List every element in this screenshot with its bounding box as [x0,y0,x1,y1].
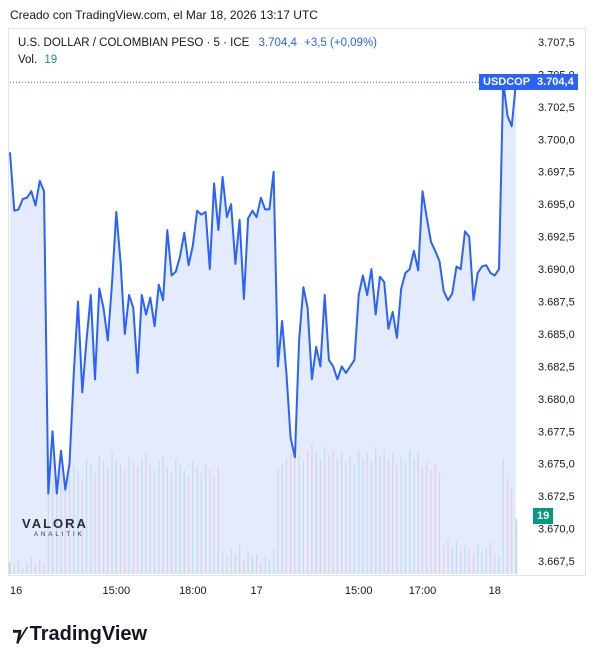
tradingview-logo-text: TradingView [29,623,148,645]
y-tick-label: 3.690,0 [538,264,575,276]
chart-frame [8,28,586,576]
y-tick-label: 3.695,0 [538,199,575,211]
price-change: +3,5 (+0,09%) [304,37,378,49]
y-tick-label: 3.702,5 [538,102,575,114]
price-line [9,79,517,495]
x-tick-label: 17:00 [409,585,437,597]
y-tick-label: 3.685,0 [538,329,575,341]
tradingview-logo-icon: ⁊⁄ [12,624,25,646]
x-tick-label: 16 [10,585,22,597]
volume-label: Vol. [18,54,38,66]
symbol-name[interactable]: U.S. DOLLAR / COLOMBIAN PESO · 5 · ICE [18,37,250,49]
y-tick-label: 3.682,5 [538,361,575,373]
chart-header: Creado con TradingView.com, el Mar 18, 2… [10,8,318,22]
last-price: 3.704,4 [258,37,297,49]
y-tick-label: 3.675,0 [538,459,575,471]
volume-tag: 19 [533,508,554,524]
volume-value: 19 [44,54,58,66]
y-tick-label: 3.672,5 [538,491,575,503]
y-tick-label: 3.670,0 [538,524,575,536]
y-tick-label: 3.697,5 [538,167,575,179]
y-tick-label: 3.692,5 [538,232,575,244]
x-tick-label: 15:00 [345,585,373,597]
valora-watermark: VALORA [22,516,88,531]
symbol-price-tag: USDCOP [479,74,535,90]
y-tick-label: 3.687,5 [538,297,575,309]
x-tick-label: 17 [250,585,262,597]
x-tick-label: 18 [489,585,501,597]
y-tick-label: 3.680,0 [538,394,575,406]
tradingview-logo[interactable]: ⁊⁄ TradingView [12,622,147,647]
x-tick-label: 18:00 [179,585,207,597]
y-tick-label: 3.667,5 [538,556,575,568]
y-tick-label: 3.700,0 [538,134,575,146]
symbol-legend: U.S. DOLLAR / COLOMBIAN PESO · 5 · ICE 3… [18,35,377,69]
x-tick-label: 15:00 [103,585,131,597]
y-tick-label: 3.707,5 [538,37,575,49]
last-price-tag: 3.704,4 [533,74,578,90]
price-area-fill [10,80,516,575]
y-tick-label: 3.677,5 [538,426,575,438]
valora-watermark-sub: ANALITIK [34,532,85,538]
